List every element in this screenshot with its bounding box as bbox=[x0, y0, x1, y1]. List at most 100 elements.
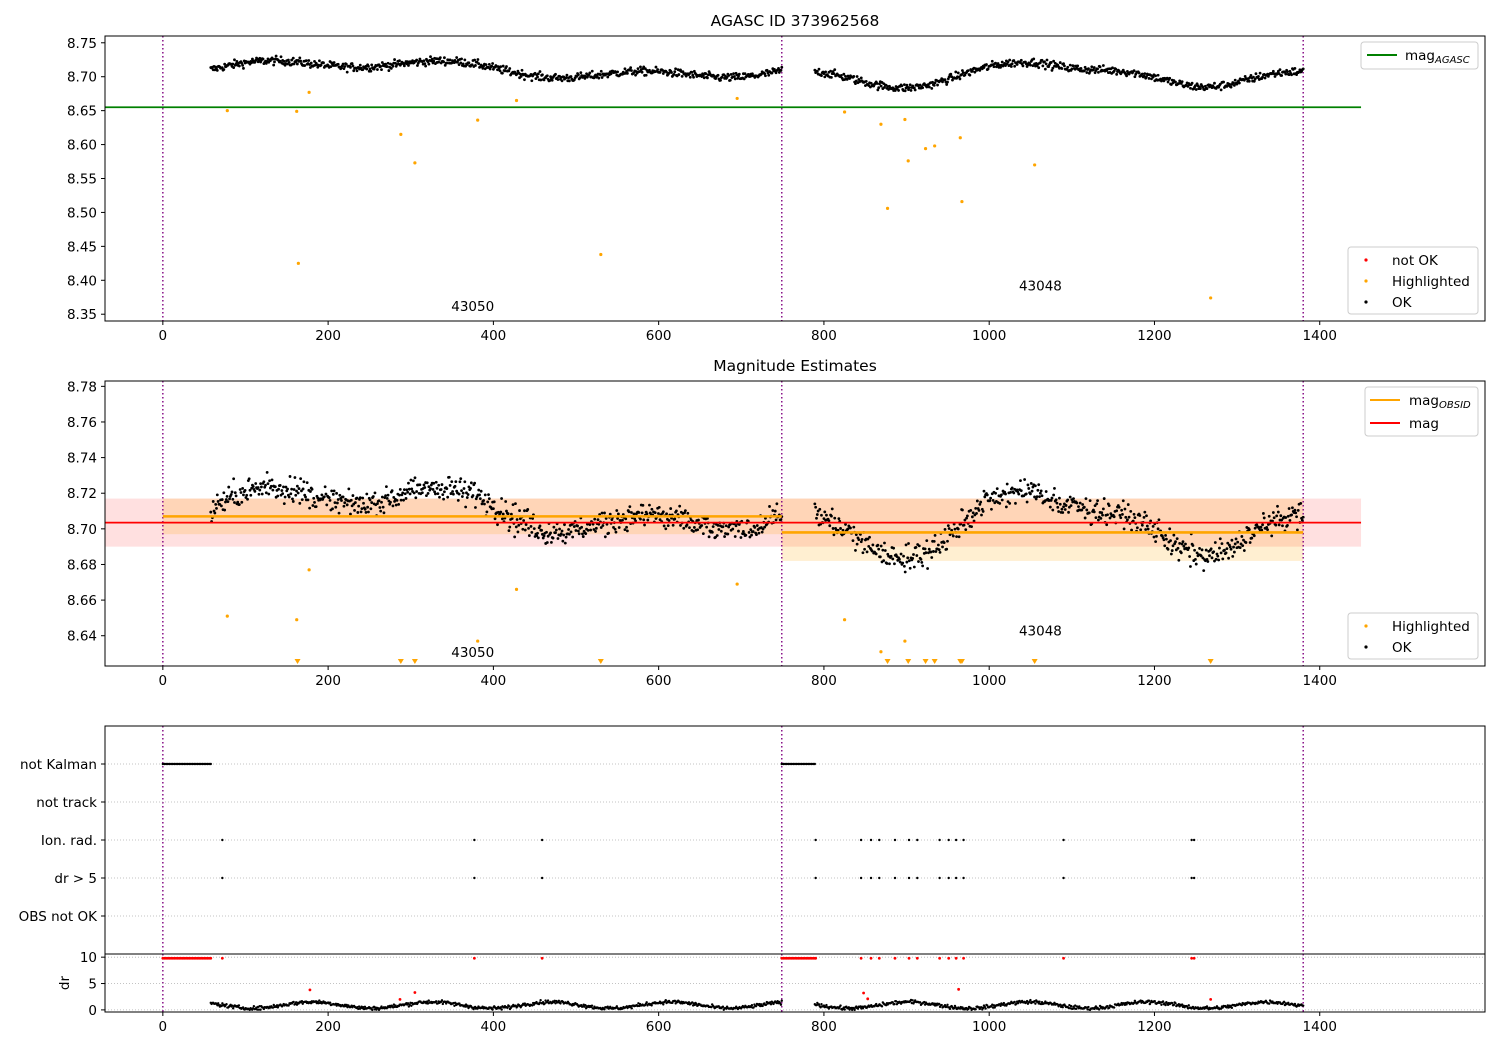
not-kalman-point bbox=[798, 762, 802, 766]
ok-point bbox=[1236, 540, 1240, 544]
dr-capped-point bbox=[814, 956, 818, 960]
ok-point bbox=[380, 500, 383, 504]
ok-point bbox=[1198, 547, 1201, 550]
ok-point bbox=[725, 75, 729, 79]
ok-point bbox=[1280, 518, 1284, 522]
ok-point bbox=[1082, 69, 1086, 73]
x-axis-tick-label: 1200 bbox=[1137, 1019, 1171, 1035]
dr-point bbox=[287, 1004, 290, 1007]
ok-point bbox=[511, 503, 515, 507]
ok-point bbox=[1044, 490, 1048, 493]
dr-point bbox=[880, 1005, 884, 1008]
ion-rad-point bbox=[814, 838, 817, 842]
ok-point bbox=[733, 77, 737, 81]
not-kalman-point bbox=[207, 762, 211, 766]
ok-point bbox=[1168, 76, 1172, 80]
ok-point bbox=[336, 498, 340, 501]
ok-point bbox=[998, 501, 1002, 505]
ok-point bbox=[220, 66, 224, 70]
ok-point bbox=[956, 71, 960, 75]
ok-point bbox=[833, 68, 837, 72]
x-axis-tick-label: 600 bbox=[646, 328, 672, 344]
ok-point bbox=[988, 499, 992, 503]
ok-point bbox=[674, 509, 678, 513]
ok-point bbox=[550, 540, 553, 544]
ok-point bbox=[1219, 88, 1223, 92]
ok-point bbox=[1096, 67, 1099, 71]
legend-lines: magAGASC bbox=[1360, 41, 1479, 70]
ok-point bbox=[307, 59, 311, 62]
ok-point bbox=[446, 495, 450, 499]
dr-point bbox=[1153, 999, 1156, 1003]
ok-point bbox=[1114, 67, 1118, 71]
ok-point bbox=[493, 517, 497, 521]
ok-point bbox=[331, 492, 335, 496]
ok-point bbox=[946, 80, 949, 84]
ok-point bbox=[1058, 496, 1061, 500]
ok-point bbox=[425, 481, 429, 485]
ok-point bbox=[1029, 482, 1033, 485]
ok-point bbox=[1058, 61, 1062, 64]
ok-point bbox=[215, 493, 219, 497]
ok-point bbox=[932, 550, 935, 553]
ok-point bbox=[241, 487, 245, 490]
ok-point bbox=[473, 58, 477, 62]
ok-point bbox=[418, 57, 422, 61]
ok-point bbox=[1111, 66, 1114, 70]
ok-point bbox=[272, 63, 276, 67]
ok-point bbox=[961, 508, 964, 512]
ok-point bbox=[516, 530, 520, 534]
dr-capped-point bbox=[938, 956, 942, 960]
ok-point bbox=[1122, 527, 1126, 531]
ok-point bbox=[1000, 60, 1004, 64]
ok-point bbox=[332, 489, 336, 493]
ok-point bbox=[1228, 82, 1231, 86]
ok-point bbox=[329, 65, 333, 69]
ok-point bbox=[986, 67, 990, 71]
y-axis-tick-label: 8.55 bbox=[67, 172, 97, 188]
ok-point bbox=[629, 66, 633, 70]
out-of-range-marker bbox=[1031, 659, 1038, 664]
dr-point bbox=[1230, 1006, 1234, 1010]
ok-point bbox=[536, 536, 540, 540]
ok-point bbox=[876, 88, 880, 92]
ok-point bbox=[898, 557, 901, 561]
ok-point bbox=[288, 475, 292, 478]
ok-point bbox=[322, 61, 325, 65]
ok-point bbox=[951, 534, 955, 538]
x-axis-tick-label: 1400 bbox=[1303, 673, 1337, 689]
ok-point bbox=[362, 501, 365, 505]
ok-point bbox=[1031, 485, 1035, 489]
ok-point bbox=[1069, 504, 1073, 507]
ok-point bbox=[696, 528, 700, 532]
ok-point bbox=[554, 531, 557, 535]
ok-point bbox=[604, 517, 608, 520]
ok-point bbox=[825, 513, 828, 517]
ok-point bbox=[816, 509, 820, 513]
ok-point bbox=[1262, 512, 1265, 515]
ok-point bbox=[230, 490, 234, 494]
ok-point bbox=[831, 527, 835, 530]
ion-rad-point bbox=[1062, 838, 1065, 842]
x-axis-tick-label: 800 bbox=[811, 1019, 837, 1035]
ion-rad-point bbox=[1192, 838, 1196, 842]
ok-point bbox=[434, 492, 437, 496]
ok-point bbox=[1119, 516, 1123, 520]
ok-point bbox=[973, 70, 977, 74]
ok-point bbox=[994, 491, 997, 495]
ok-point bbox=[1034, 497, 1038, 501]
ok-point bbox=[565, 73, 569, 77]
ok-point bbox=[996, 62, 1000, 65]
ok-point bbox=[841, 528, 845, 532]
dr-point bbox=[1205, 1005, 1209, 1008]
dr-point bbox=[874, 1002, 878, 1006]
not-kalman-point bbox=[198, 762, 201, 766]
ok-point bbox=[1223, 548, 1226, 552]
ion-rad-point bbox=[221, 838, 224, 842]
ok-point bbox=[214, 502, 218, 506]
dr-point bbox=[984, 1007, 987, 1010]
y-axis-tick-label: 8.66 bbox=[67, 593, 97, 609]
ok-point bbox=[1066, 498, 1070, 502]
ion-rad-point bbox=[473, 838, 476, 842]
